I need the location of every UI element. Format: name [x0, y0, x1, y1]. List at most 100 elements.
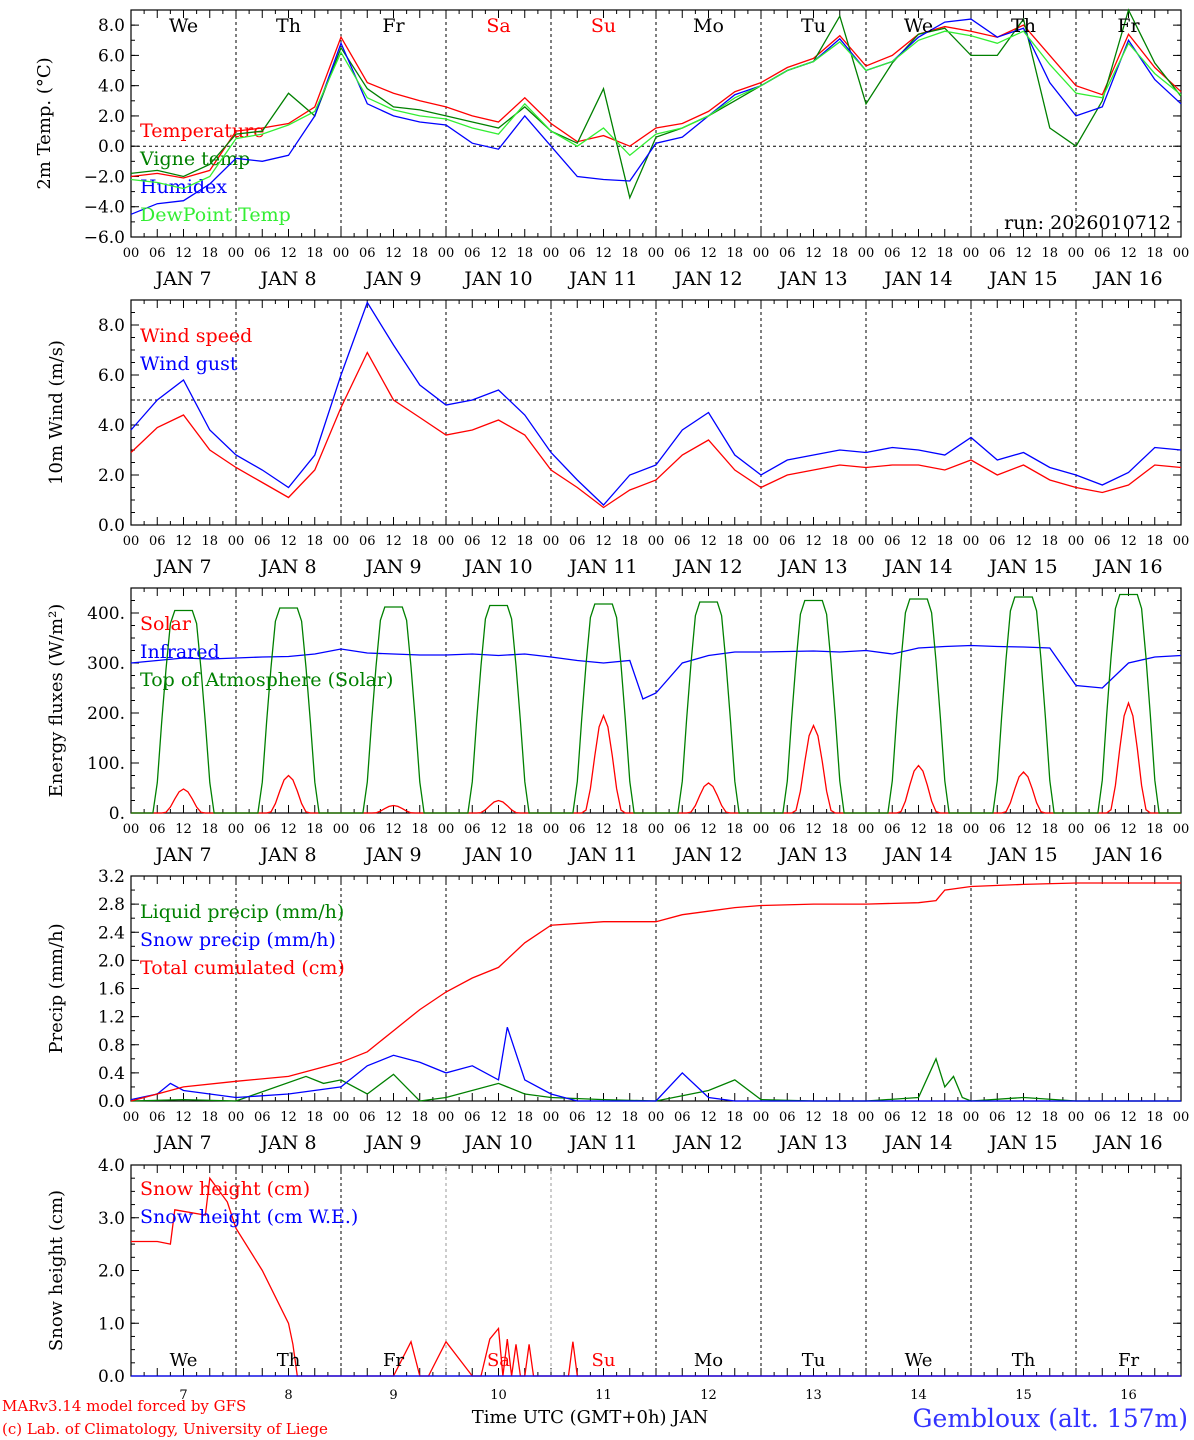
x-hour-label: 18	[516, 534, 533, 549]
x-hour-label: 12	[595, 246, 612, 261]
x-hour-label: 00	[123, 1110, 140, 1125]
y-tick-label: −6.0	[84, 228, 125, 248]
x-day-label: JAN 11	[567, 1132, 637, 1154]
x-hour-label: 12	[385, 246, 402, 261]
y-tick-label: 0.0	[98, 1367, 125, 1387]
y-tick-label: 3.2	[98, 867, 125, 887]
x-hour-label: 00	[333, 1110, 350, 1125]
x-hour-label: 18	[936, 246, 953, 261]
x-day-number: 13	[805, 1388, 822, 1403]
x-hour-label: 06	[884, 534, 901, 549]
x-hour-label: 12	[805, 822, 822, 837]
y-tick-label: 2.8	[98, 895, 125, 915]
x-hour-label: 06	[884, 822, 901, 837]
series-line-wind-speed	[130, 351, 1182, 509]
series-line-total-cumulated-cm-	[130, 882, 1181, 1102]
x-hour-label: 06	[1094, 534, 1111, 549]
x-hour-label: 06	[674, 822, 691, 837]
x-day-label: JAN 15	[987, 1132, 1057, 1154]
x-day-label: JAN 13	[777, 556, 847, 578]
x-hour-label: 06	[569, 822, 586, 837]
weekday-label: Sa	[487, 1350, 510, 1371]
x-hour-label: 12	[385, 822, 402, 837]
x-hour-label: 12	[700, 1110, 717, 1125]
x-day-label: JAN 16	[1092, 844, 1162, 866]
x-hour-label: 12	[700, 534, 717, 549]
x-hour-label: 00	[333, 246, 350, 261]
weekday-label: Su	[591, 15, 616, 37]
legend-entry: Top of Atmosphere (Solar)	[140, 669, 393, 691]
x-hour-label: 18	[411, 822, 428, 837]
x-hour-label: 06	[779, 534, 796, 549]
legend-entry: Infrared	[140, 641, 220, 663]
x-day-number: 16	[1120, 1388, 1137, 1403]
x-hour-label: 18	[831, 246, 848, 261]
weekday-label: We	[170, 1350, 198, 1371]
y-tick-label: 2.0	[98, 466, 125, 486]
x-hour-label: 12	[1120, 246, 1137, 261]
x-hour-label: 18	[411, 246, 428, 261]
y-tick-label: 400.	[87, 604, 125, 624]
x-hour-label: 06	[149, 822, 166, 837]
x-hour-label: 06	[464, 246, 481, 261]
x-hour-label: 00	[1068, 1110, 1085, 1125]
x-day-label: JAN 14	[882, 1132, 952, 1154]
y-tick-label: 6.0	[98, 46, 125, 66]
x-hour-label: 06	[359, 534, 376, 549]
x-hour-label: 12	[1120, 822, 1137, 837]
x-day-number: 14	[910, 1388, 927, 1403]
x-hour-label: 00	[123, 822, 140, 837]
x-hour-label: 00	[1173, 1110, 1190, 1125]
x-day-label: JAN 15	[987, 268, 1057, 290]
x-hour-label: 00	[648, 246, 665, 261]
y-tick-label: 2.4	[98, 923, 125, 943]
x-hour-label: 18	[1041, 1110, 1058, 1125]
x-hour-label: 06	[359, 246, 376, 261]
panel-4: 3.2 2.8 2.4 2.0 1.6 1.2 0.8 0.4 0.0 Precip (mm/h)…	[46, 867, 1189, 1154]
x-hour-label: 00	[963, 822, 980, 837]
x-hour-label: 00	[543, 1110, 560, 1125]
x-hour-label: 18	[621, 246, 638, 261]
x-hour-label: 18	[831, 1110, 848, 1125]
x-day-label: JAN 9	[363, 1132, 421, 1154]
x-hour-label: 00	[438, 534, 455, 549]
x-hour-label: 12	[805, 246, 822, 261]
x-day-label: JAN 14	[882, 556, 952, 578]
x-day-label: JAN 8	[258, 268, 316, 290]
x-hour-label: 06	[1094, 822, 1111, 837]
series-line-dewpoint-temp	[130, 30, 1182, 190]
x-hour-label: 12	[175, 1110, 192, 1125]
y-tick-label: 1.0	[98, 1314, 125, 1334]
x-hour-label: 06	[359, 1110, 376, 1125]
x-hour-label: 18	[411, 534, 428, 549]
x-hour-label: 12	[175, 246, 192, 261]
weekday-label: Fr	[1118, 1350, 1139, 1371]
x-hour-label: 18	[516, 1110, 533, 1125]
x-day-label: JAN 11	[567, 556, 637, 578]
x-hour-label: 12	[910, 246, 927, 261]
weekday-label: Th	[1012, 1350, 1036, 1371]
x-hour-label: 06	[1094, 1110, 1111, 1125]
y-tick-label: 0.0	[98, 137, 125, 157]
x-day-label: JAN 10	[462, 1132, 532, 1154]
x-hour-label: 00	[438, 822, 455, 837]
x-hour-label: 06	[674, 534, 691, 549]
x-hour-label: 12	[1015, 1110, 1032, 1125]
x-hour-label: 00	[858, 1110, 875, 1125]
x-day-label: JAN 13	[777, 1132, 847, 1154]
x-hour-label: 06	[359, 822, 376, 837]
legend-entry: Liquid precip (mm/h)	[140, 901, 344, 923]
x-hour-label: 12	[595, 822, 612, 837]
x-day-number: 7	[179, 1388, 187, 1403]
x-day-number: 9	[389, 1388, 397, 1403]
plot-frame	[130, 587, 1182, 814]
x-hour-label: 12	[385, 1110, 402, 1125]
weekday-label: We	[905, 1350, 933, 1371]
x-hour-label: 12	[1120, 534, 1137, 549]
x-day-label: JAN 14	[882, 844, 952, 866]
x-hour-label: 18	[726, 1110, 743, 1125]
series-line-wind-gust	[130, 301, 1182, 506]
x-hour-label: 06	[254, 534, 271, 549]
x-hour-label: 18	[831, 534, 848, 549]
y-axis-label: 10m Wind (m/s)	[46, 340, 67, 485]
